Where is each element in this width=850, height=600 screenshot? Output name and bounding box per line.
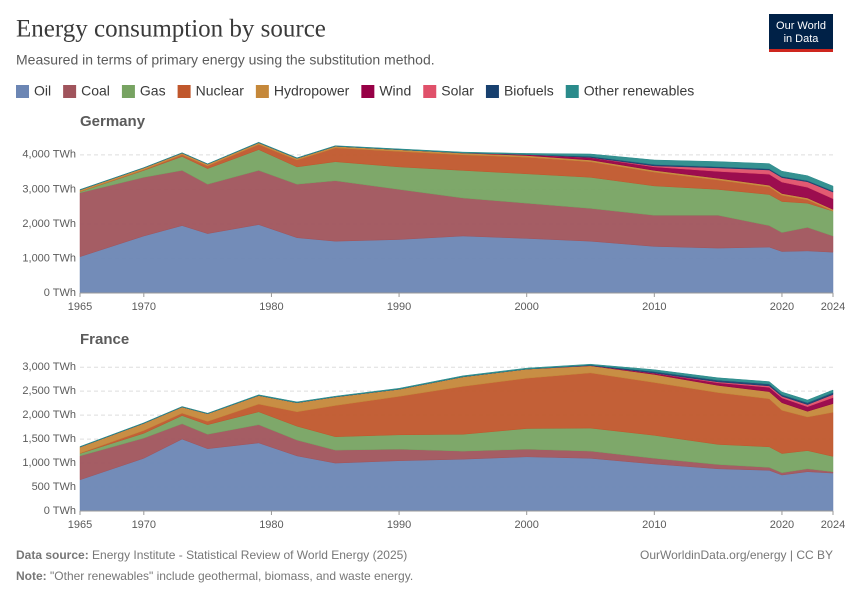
panel-title: France [80,331,129,348]
y-tick-label: 2,000 TWh [22,409,76,421]
logo: Our World in Data [769,14,833,52]
legend-label: Coal [81,83,110,99]
legend-swatch [485,85,499,98]
legend-swatch [16,85,29,98]
y-tick-label: 500 TWh [32,481,76,493]
panel-title: Germany [80,113,146,130]
y-tick-label: 0 TWh [44,287,76,299]
legend-label: Biofuels [504,83,554,99]
x-tick-label: 2024 [821,301,845,313]
y-tick-label: 1,000 TWh [22,457,76,469]
source: Data source: Energy Institute - Statisti… [16,548,407,562]
x-tick-label: 1965 [68,519,92,531]
source-label: Data source: [16,548,89,562]
logo-text: in Data [784,33,820,45]
legend-swatch [565,85,579,98]
y-tick-label: 1,500 TWh [22,433,76,445]
x-tick-label: 2010 [642,519,666,531]
x-tick-label: 1980 [259,519,283,531]
note: Note: "Other renewables" include geother… [16,569,413,583]
areas [79,141,834,294]
legend-label: Other renewables [584,83,695,99]
logo-strip [769,49,833,52]
legend-label: Oil [34,83,51,99]
y-tick-label: 2,000 TWh [22,218,76,230]
legend-swatch [423,85,437,98]
y-tick-label: 3,000 TWh [22,183,76,195]
x-tick-label: 1970 [132,519,156,531]
x-tick-label: 1970 [132,301,156,313]
chart-title: Energy consumption by source [16,16,326,43]
legend-swatch [63,85,77,98]
credit: OurWorldinData.org/energy | CC BY [640,548,833,562]
legend-label: Hydropower [274,83,350,99]
legend-swatch [255,85,269,98]
note-label: Note: [16,569,47,583]
legend-label: Wind [379,83,411,99]
x-tick-label: 2000 [514,519,538,531]
legend-swatch [361,85,375,98]
logo-box [769,14,833,49]
x-tick-label: 2024 [821,519,845,531]
x-tick-label: 1990 [387,301,411,313]
x-tick-label: 2000 [514,301,538,313]
y-tick-label: 3,000 TWh [22,361,76,373]
legend-label: Nuclear [196,83,245,99]
note-text: "Other renewables" include geothermal, b… [50,569,413,583]
x-tick-label: 1965 [68,301,92,313]
legend-label: Gas [140,83,166,99]
area-other-renewables [79,141,834,192]
x-tick-label: 2020 [770,519,794,531]
y-tick-label: 0 TWh [44,505,76,517]
x-tick-label: 1980 [259,301,283,313]
source-text: Energy Institute - Statistical Review of… [92,548,407,562]
y-tick-label: 1,000 TWh [22,252,76,264]
x-tick-label: 2010 [642,301,666,313]
legend-swatch [177,85,191,98]
logo-text: Our World [776,20,826,32]
y-tick-label: 4,000 TWh [22,149,76,161]
legend-swatch [121,85,135,98]
area-other-renewables [79,363,834,448]
legend-label: Solar [441,83,474,99]
areas [79,363,834,512]
x-tick-label: 2020 [770,301,794,313]
y-tick-label: 2,500 TWh [22,385,76,397]
chart-subtitle: Measured in terms of primary energy usin… [16,52,435,68]
x-tick-label: 1990 [387,519,411,531]
